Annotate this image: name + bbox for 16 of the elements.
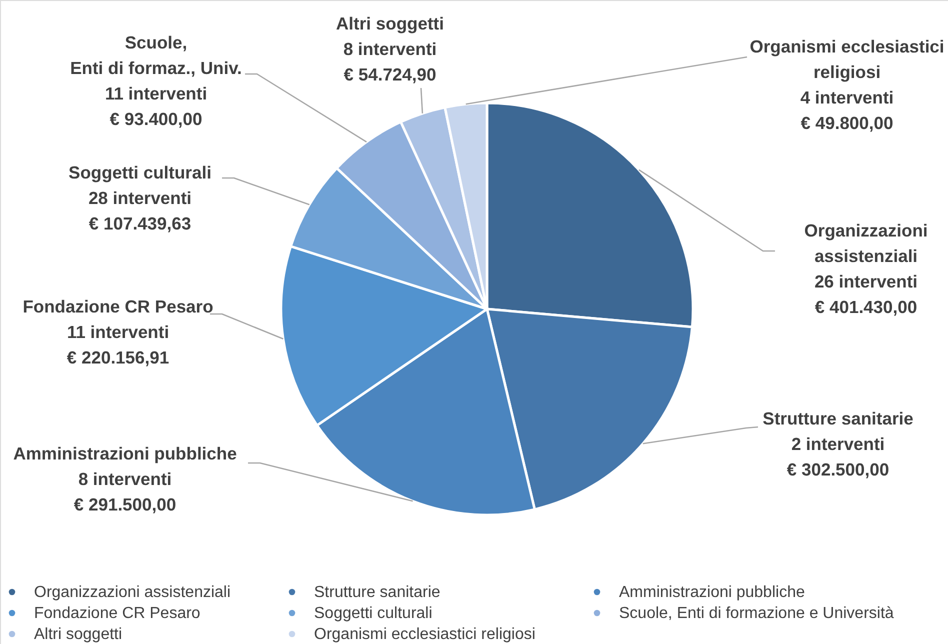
data-label: Organismi ecclesiastici religiosi 4 interventi € 49.800,00 [750,36,944,133]
legend-label: Amministrazioni pubbliche [619,584,805,601]
data-label: Organizzazioni assistenziali 26 interventi € 401.430,00 [804,220,928,317]
legend-label: Fondazione CR Pesaro [34,605,200,622]
data-label: Scuole, Enti di formaz., Univ. 11 interventi € 93.400,00 [70,32,242,129]
data-label: Amministrazioni pubbliche 8 interventi € 291.500,00 [13,443,238,514]
legend-label: Scuole, Enti di formazione e Università [619,605,894,622]
data-label: Altri soggetti 8 interventi € 54.724,90 [336,13,444,84]
data-label: Soggetti culturali 28 interventi € 107.439,63 [68,162,212,234]
legend-label: Soggetti culturali [314,605,432,622]
legend-label: Strutture sanitarie [314,584,440,601]
legend-label: Altri soggetti [34,626,122,643]
legend-label: Organismi ecclesiastici religiosi [314,626,536,643]
data-label: Fondazione CR Pesaro 11 interventi € 220.156,91 [22,296,214,368]
legend-label: Organizzazioni assistenziali [34,584,231,601]
data-label: Strutture sanitarie 2 interventi € 302.500,00 [762,408,914,480]
